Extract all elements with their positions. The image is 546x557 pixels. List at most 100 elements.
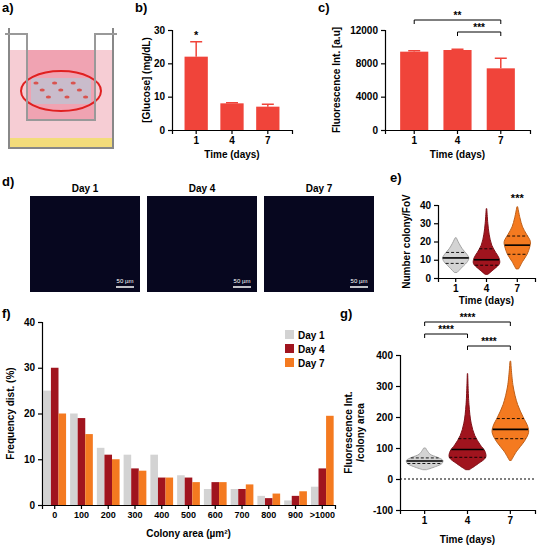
bar [299, 491, 307, 505]
bar [219, 482, 227, 505]
bar [238, 489, 246, 505]
violin [504, 207, 530, 269]
x-tick: 7 [265, 130, 271, 146]
image-title: Day 4 [189, 183, 216, 194]
x-tick-label: 4 [484, 283, 490, 294]
scale-bar [233, 286, 251, 288]
bar [326, 416, 334, 505]
error-bar [226, 102, 238, 104]
significance-bracket [414, 20, 501, 24]
bar [292, 496, 300, 505]
x-tick-label: >1000 [310, 510, 335, 520]
bar [284, 500, 292, 505]
scale-bar [350, 286, 368, 288]
bar [257, 496, 265, 505]
axis-line [396, 356, 401, 511]
y-tick: 400 [376, 350, 400, 361]
y-tick-mark [396, 479, 400, 480]
y-tick: 0 [387, 474, 400, 485]
violin-quartile [475, 265, 498, 266]
y-axis: 010203040 [420, 200, 439, 284]
y-tick-label: 10 [154, 91, 166, 102]
scale-bar [116, 286, 134, 288]
y-tick: 40 [24, 317, 42, 328]
x-tick-mark [241, 505, 242, 509]
x-tick-mark [467, 510, 468, 514]
violin-median [505, 244, 530, 246]
bar [220, 103, 243, 130]
violin-quartile [507, 254, 527, 255]
y-tick-label: 10 [420, 254, 432, 265]
y-tick-label: 0 [29, 500, 35, 511]
plot-area [400, 49, 515, 130]
y-axis-title-line: /colony area [355, 403, 366, 462]
x-tick: 7 [508, 510, 514, 526]
y-axis-title: [Glucose] (mg/dL) [141, 37, 152, 123]
y-tick: 30 [420, 218, 438, 229]
bar [70, 414, 78, 506]
x-tick-mark [322, 505, 323, 509]
y-tick-label: 0 [372, 125, 378, 136]
y-tick: 8000 [356, 58, 385, 69]
x-tick-mark [414, 130, 415, 134]
x-tick-label: 4 [229, 135, 235, 146]
x-tick: 100 [74, 505, 89, 520]
y-tick-mark [396, 355, 400, 356]
figure-container: a)b)0102030147*[Glucose] (mg/dL)Time (da… [0, 0, 546, 557]
x-tick-mark [510, 510, 511, 514]
y-tick: 20 [420, 236, 438, 247]
x-axis: 147 [173, 130, 293, 146]
y-axis-title: Fluorescence Int./colony area [343, 391, 366, 473]
violin [449, 374, 486, 470]
significance-label: ** [454, 10, 462, 21]
x-tick-mark [455, 278, 456, 282]
y-tick-label: 10 [24, 454, 36, 465]
y-tick-mark [434, 205, 438, 206]
bar [204, 489, 212, 505]
x-axis: 0100200300400500600700800900>1000 [43, 505, 336, 520]
bar [400, 52, 428, 130]
y-tick-label: 20 [420, 236, 432, 247]
y-tick-label: 40 [420, 200, 432, 211]
y-tick-mark [38, 505, 42, 506]
x-tick: 4 [465, 510, 471, 526]
x-tick-label: 300 [127, 510, 142, 520]
y-tick: 10 [24, 454, 42, 465]
reference-line [400, 479, 535, 480]
well-wall [9, 28, 113, 148]
y-tick-mark [396, 417, 400, 418]
x-axis-title: Colony area (µm²) [146, 528, 231, 539]
x-tick-mark [295, 505, 296, 509]
x-tick-label: 800 [261, 510, 276, 520]
insert-wall [5, 34, 117, 120]
axis-line [38, 323, 43, 506]
x-tick-label: 7 [265, 135, 271, 146]
y-tick: 10 [420, 254, 438, 265]
error-bar [190, 42, 202, 57]
y-tick-mark [434, 260, 438, 261]
violin-median [474, 259, 499, 261]
bar [150, 455, 158, 505]
bar [51, 368, 59, 505]
y-tick: 30 [154, 25, 172, 36]
well-bottom [9, 138, 113, 148]
x-tick: 1 [411, 130, 417, 146]
significance-label: *** [511, 192, 525, 204]
x-tick: 900 [288, 505, 303, 520]
bar [177, 475, 185, 505]
scale-bar-label: 50 µm [117, 278, 134, 284]
legend: Day 1Day 4Day 7 [285, 330, 325, 369]
x-tick-mark [134, 505, 135, 509]
bar [131, 468, 139, 505]
y-tick-mark [434, 241, 438, 242]
significance-label: **** [460, 312, 476, 323]
x-tick-mark [81, 505, 82, 509]
x-tick: 7 [498, 130, 504, 146]
y-tick: 0 [372, 125, 385, 136]
x-tick-label: 0 [52, 510, 57, 520]
axis-line [434, 206, 439, 279]
y-tick-label: 100 [376, 443, 393, 454]
x-axis: 147 [439, 278, 536, 294]
x-tick: 800 [261, 505, 276, 520]
cell [83, 95, 88, 98]
